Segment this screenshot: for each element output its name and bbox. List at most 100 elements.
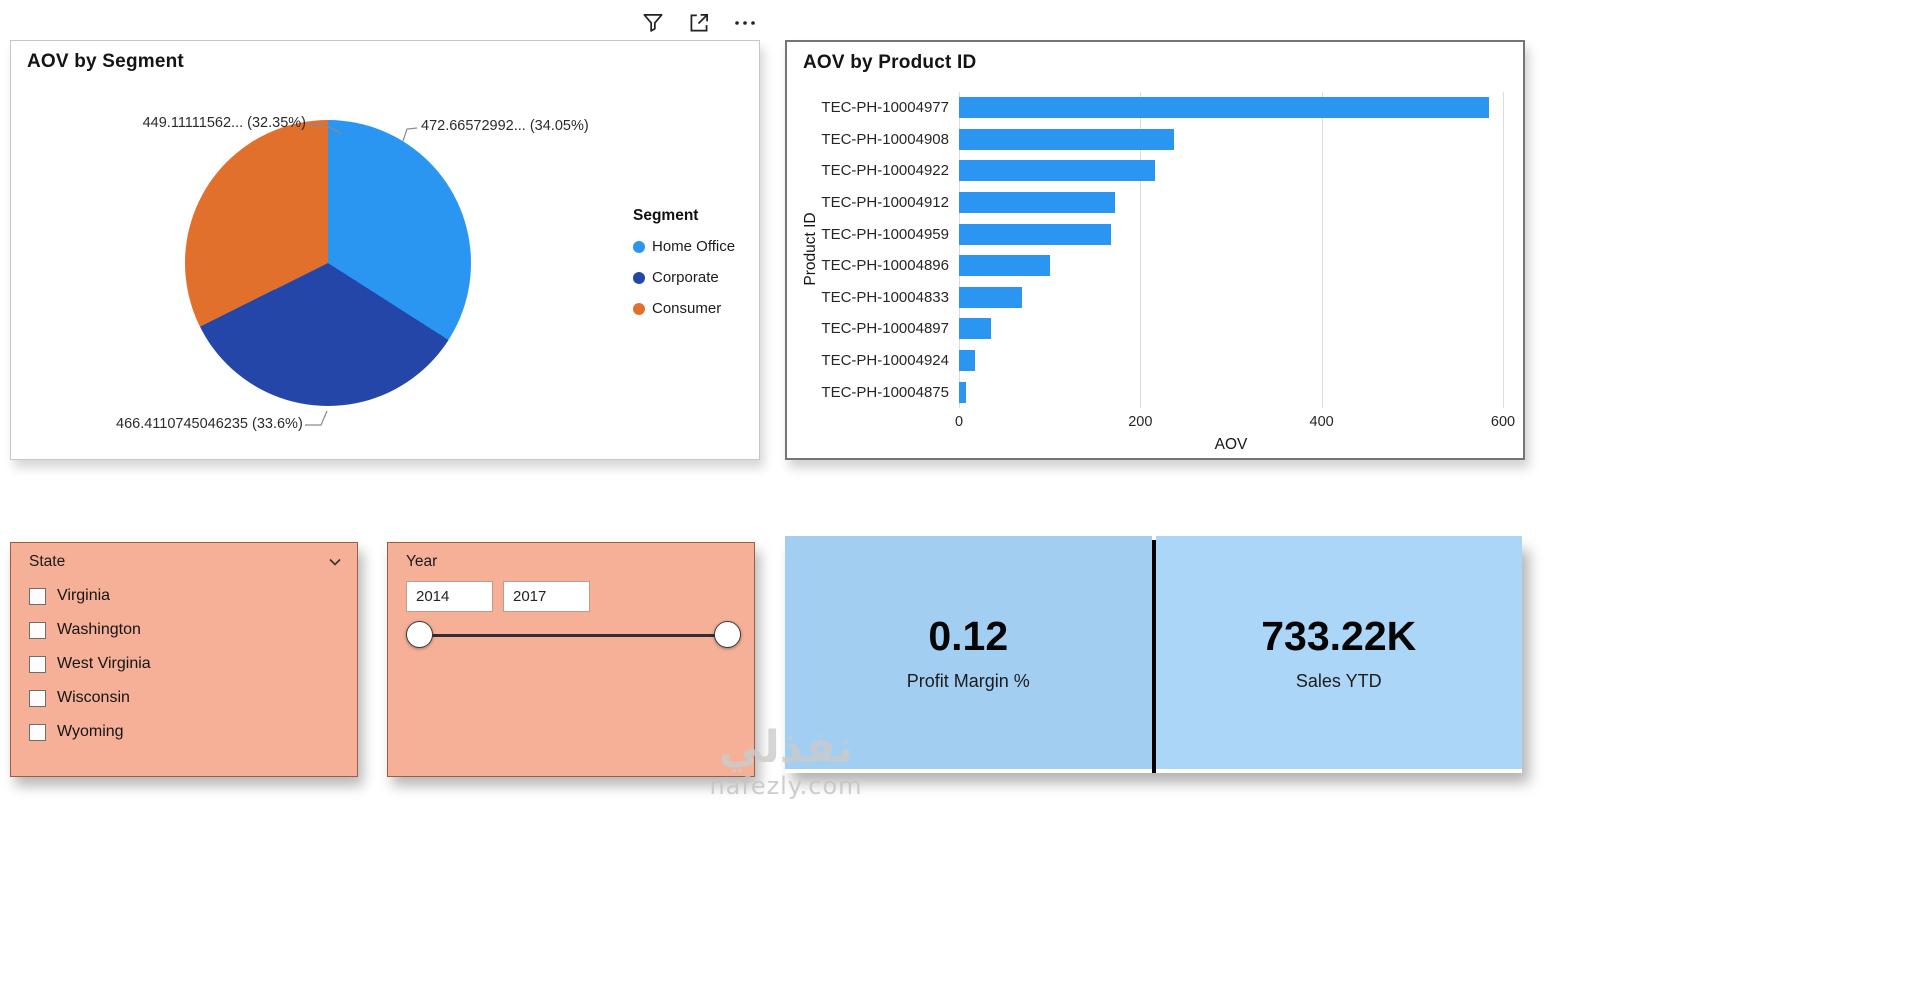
bar[interactable] <box>959 192 1115 214</box>
pie-chart-card: AOV by Segment 449.11111562... (32.35%) … <box>10 40 760 460</box>
bar-row: TEC-PH-10004977 <box>787 92 1503 124</box>
popout-icon[interactable] <box>684 8 714 38</box>
bar[interactable] <box>959 286 1023 308</box>
checkbox[interactable] <box>29 655 46 673</box>
x-tick-label: 600 <box>1490 414 1516 430</box>
x-tick-label: 0 <box>954 414 964 430</box>
bar[interactable] <box>959 255 1050 277</box>
checkbox[interactable] <box>29 587 46 605</box>
bar[interactable] <box>959 381 967 403</box>
year-slicer-title: Year <box>406 553 438 570</box>
checkbox[interactable] <box>29 723 46 741</box>
legend-color-dot <box>633 302 645 315</box>
more-options-icon[interactable] <box>730 8 760 38</box>
year-slicer-header: Year <box>388 543 754 575</box>
legend-label: Corporate <box>652 269 719 286</box>
kpi-value: 0.12 <box>928 613 1009 659</box>
state-option-wisconsin[interactable]: Wisconsin <box>11 681 357 715</box>
state-option-wyoming[interactable]: Wyoming <box>11 715 357 749</box>
legend-color-dot <box>633 240 645 253</box>
pie-chart-title: AOV by Segment <box>27 51 184 72</box>
category-label: TEC-PH-10004908 <box>821 130 949 148</box>
category-label: TEC-PH-10004833 <box>821 288 949 306</box>
bar-track <box>959 218 1503 250</box>
slider-handle-start[interactable] <box>406 621 433 648</box>
year-start-input[interactable] <box>406 581 493 612</box>
category-label: TEC-PH-10004977 <box>821 99 949 117</box>
state-slicer-title: State <box>29 553 66 570</box>
kpi-value: 733.22K <box>1261 613 1417 659</box>
bar[interactable] <box>959 160 1155 182</box>
legend-label: Consumer <box>652 300 722 317</box>
state-items: Virginia Washington West Virginia Wisconsin… <box>11 575 357 749</box>
bar-track <box>959 92 1503 124</box>
bar[interactable] <box>959 97 1490 119</box>
bar-row: TEC-PH-10004912 <box>787 187 1503 219</box>
pie-data-label-consumer: 449.11111562... (32.35%) <box>142 115 306 131</box>
kpi-label: Sales YTD <box>1295 671 1382 691</box>
filter-icon[interactable] <box>638 8 668 38</box>
category-label: TEC-PH-10004959 <box>821 225 949 243</box>
chevron-down-icon[interactable] <box>327 554 343 570</box>
category-label: TEC-PH-10004922 <box>821 162 949 180</box>
legend-label: Home Office <box>652 238 736 255</box>
gridline <box>1503 92 1504 408</box>
state-option-label: Wisconsin <box>57 689 130 706</box>
bar-chart-card: AOV by Product ID Product ID TEC-PH-1000… <box>785 40 1525 460</box>
legend-item-consumer[interactable]: Consumer <box>633 300 735 317</box>
gridline <box>1140 92 1142 408</box>
bar[interactable] <box>959 128 1174 150</box>
gridline <box>959 92 960 408</box>
x-axis-title: AOV <box>1214 436 1248 453</box>
state-option-washington[interactable]: Washington <box>11 613 357 647</box>
bar-row: TEC-PH-10004896 <box>787 250 1503 282</box>
category-label: TEC-PH-10004896 <box>821 257 949 275</box>
bar[interactable] <box>959 318 991 340</box>
bar-track <box>959 124 1503 156</box>
bar-row: TEC-PH-10004922 <box>787 155 1503 187</box>
checkbox[interactable] <box>29 689 46 707</box>
x-ticks: 0 200 400 600 <box>955 414 1515 434</box>
kpi-divider <box>1151 540 1156 773</box>
state-option-west-virginia[interactable]: West Virginia <box>11 647 357 681</box>
state-option-label: Virginia <box>57 587 111 604</box>
state-option-label: Wyoming <box>57 723 124 740</box>
x-tick-label: 200 <box>1128 414 1153 430</box>
pie-legend: Segment Home Office Corporate Consumer <box>633 207 735 331</box>
leader-line <box>402 127 418 142</box>
bar-row: TEC-PH-10004959 <box>787 218 1503 250</box>
legend-item-corporate[interactable]: Corporate <box>633 269 735 286</box>
kpi-sales-ytd-card[interactable]: 733.22K Sales YTD <box>1155 536 1522 769</box>
x-tick-label: 400 <box>1309 414 1334 430</box>
year-slicer: Year <box>387 542 755 777</box>
bar-track <box>959 250 1503 282</box>
state-slicer-header: State <box>11 543 357 575</box>
kpi-profit-margin-card[interactable]: 0.12 Profit Margin % <box>785 536 1152 769</box>
category-label: TEC-PH-10004924 <box>821 352 949 370</box>
bar-row: TEC-PH-10004875 <box>787 376 1503 408</box>
bar-track <box>959 313 1503 345</box>
state-slicer: State Virginia Washington West Virginia Wis… <box>10 542 358 777</box>
legend-item-home-office[interactable]: Home Office <box>633 238 735 255</box>
bar-row: TEC-PH-10004897 <box>787 313 1503 345</box>
bar[interactable] <box>959 223 1112 245</box>
year-end-input[interactable] <box>503 581 590 612</box>
year-range-slider <box>406 621 741 649</box>
legend-color-dot <box>633 271 645 284</box>
state-option-virginia[interactable]: Virginia <box>11 579 357 613</box>
year-inputs <box>388 575 754 612</box>
slider-track[interactable] <box>419 633 728 637</box>
category-label: TEC-PH-10004875 <box>821 383 949 401</box>
kpi-cards: 0.12 Profit Margin % 733.22K Sales YTD <box>785 536 1522 773</box>
bar-row: TEC-PH-10004833 <box>787 282 1503 314</box>
legend-title: Segment <box>633 207 699 224</box>
pie-plot[interactable] <box>185 120 471 406</box>
slider-handle-end[interactable] <box>714 621 741 648</box>
pie-data-label-home-office: 472.66572992... (34.05%) <box>421 118 589 134</box>
checkbox[interactable] <box>29 621 46 639</box>
bar-rows: TEC-PH-10004977 TEC-PH-10004908 TEC-PH-100… <box>787 92 1503 408</box>
kpi-label: Profit Margin % <box>906 671 1030 691</box>
leader-line <box>305 410 328 426</box>
bar[interactable] <box>959 350 976 372</box>
bar-track <box>959 155 1503 187</box>
